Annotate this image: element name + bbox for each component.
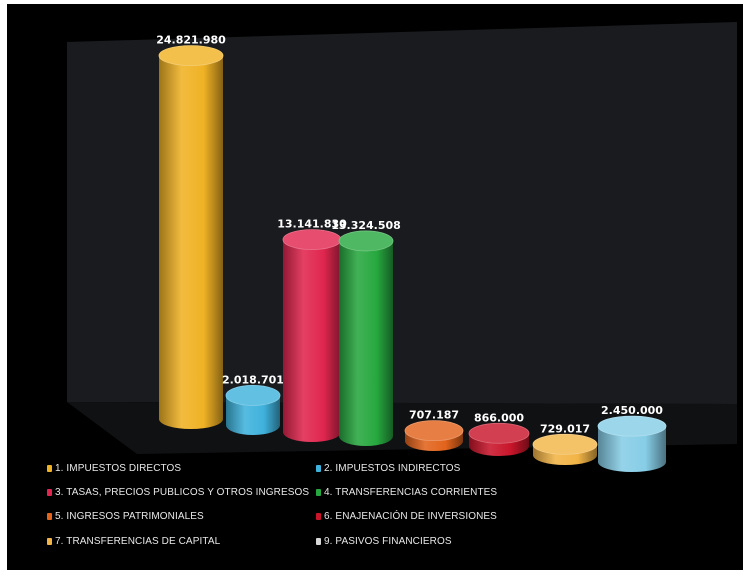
legend-swatch — [47, 464, 52, 472]
legend-swatch — [316, 464, 321, 472]
legend-swatch — [316, 537, 321, 545]
legend-item-8: 9. PASIVOS FINANCIEROS — [316, 534, 452, 548]
data-label-1: 24.821.980 — [156, 34, 226, 47]
legend-swatch — [47, 488, 52, 496]
bar-cap-4 — [338, 230, 394, 252]
legend-swatch — [316, 512, 321, 520]
data-label-8: 2.450.000 — [601, 404, 663, 417]
bar-cap-2 — [225, 385, 281, 406]
bar-5: 707.187 — [404, 409, 464, 451]
bar-cap-6 — [468, 422, 530, 444]
data-label-3: 13.141.830 — [277, 218, 347, 231]
data-label-5: 707.187 — [409, 409, 459, 422]
bar-3: 13.141.830 — [277, 218, 347, 442]
bar-4: 13.324.508 — [331, 219, 401, 446]
legend-item-5: 5. INGRESOS PATRIMONIALES — [47, 509, 204, 523]
legend-label: 1. IMPUESTOS DIRECTOS — [55, 462, 182, 474]
bar-body-4 — [339, 240, 393, 446]
legend-label: 2. IMPUESTOS INDIRECTOS — [324, 462, 461, 474]
legend-label: 6. ENAJENACIÓN DE INVERSIONES — [324, 510, 497, 522]
bar-cap-7 — [532, 433, 598, 455]
bar-cap-3 — [282, 229, 342, 251]
legend-label: 4. TRANSFERENCIAS CORRIENTES — [324, 486, 498, 498]
chart-frame: 24.821.980 2.018.701 13.141.830 13.324.508 7… — [7, 4, 743, 570]
bar-body-1 — [159, 55, 223, 430]
bar-cap-8 — [597, 415, 667, 437]
legend-item-6: 6. ENAJENACIÓN DE INVERSIONES — [316, 509, 497, 523]
bar-7: 729.017 — [532, 422, 598, 465]
legend-item-3: 3. TASAS, PRECIOS PUBLICOS Y OTROS INGRE… — [47, 485, 309, 499]
data-label-2: 2.018.701 — [222, 373, 284, 386]
back-wall — [67, 22, 737, 404]
bar-body-3 — [283, 239, 341, 442]
legend-label: 9. PASIVOS FINANCIEROS — [324, 535, 452, 547]
bar-cap-5 — [404, 420, 464, 442]
legend-item-4: 4. TRANSFERENCIAS CORRIENTES — [316, 485, 497, 499]
legend-item-7: 7. TRANSFERENCIAS DE CAPITAL — [47, 534, 220, 548]
legend-swatch — [47, 512, 52, 520]
data-label-7: 729.017 — [540, 422, 590, 435]
bar-cap-1 — [158, 45, 224, 67]
data-label-4: 13.324.508 — [331, 219, 401, 232]
bar-body-8 — [598, 426, 666, 472]
legend-swatch — [316, 488, 321, 496]
bar-2: 2.018.701 — [222, 373, 284, 435]
bar-8: 2.450.000 — [597, 404, 667, 472]
data-label-6: 866.000 — [474, 411, 524, 424]
bar-1: 24.821.980 — [156, 34, 226, 430]
bar-body-2 — [226, 395, 280, 435]
legend-swatch — [47, 537, 52, 545]
legend-label: 5. INGRESOS PATRIMONIALES — [55, 510, 204, 522]
legend-item-2: 2. IMPUESTOS INDIRECTOS — [316, 461, 460, 475]
legend-label: 7. TRANSFERENCIAS DE CAPITAL — [55, 535, 221, 547]
bar-6: 866.000 — [468, 411, 530, 456]
legend-label: 3. TASAS, PRECIOS PUBLICOS Y OTROS INGRE… — [55, 486, 310, 498]
legend-item-1: 1. IMPUESTOS DIRECTOS — [47, 461, 181, 475]
